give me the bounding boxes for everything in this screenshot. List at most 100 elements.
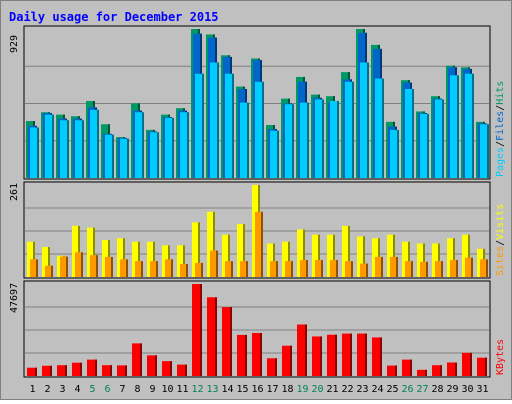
legend-visits: Visits bbox=[495, 204, 506, 240]
pages-bar-day-11 bbox=[180, 112, 189, 178]
sites-bar-day-14-face bbox=[225, 261, 233, 277]
visits-bar-day-8-shade bbox=[138, 241, 140, 277]
kbytes-bar-day-12-shade bbox=[200, 284, 202, 376]
visits-bar-day-29-face bbox=[447, 238, 455, 277]
kbytes-bar-day-10-shade bbox=[170, 361, 172, 376]
pages-bar-day-2 bbox=[45, 114, 54, 178]
sites-bar-day-11-face bbox=[180, 263, 188, 277]
x-label-day-14: 14 bbox=[221, 384, 233, 395]
kbytes-bar-day-15-face bbox=[237, 334, 247, 376]
sites-bar-day-6-face bbox=[105, 256, 113, 277]
pages-bar-day-31-shade bbox=[487, 124, 489, 178]
visits-bar-day-20 bbox=[312, 234, 320, 277]
kbytes-bar-day-28-face bbox=[432, 365, 442, 376]
x-label-day-15: 15 bbox=[236, 384, 248, 395]
sites-bar-day-16-face bbox=[255, 211, 263, 277]
visits-bar-day-17-face bbox=[267, 243, 275, 277]
kbytes-bar-day-29-shade bbox=[455, 362, 457, 376]
visits-bar-day-26-face bbox=[402, 241, 410, 277]
pages-bar-day-6-face bbox=[105, 134, 114, 178]
visits-bar-day-2-shade bbox=[48, 247, 50, 277]
kbytes-bar-day-6-face bbox=[102, 365, 112, 376]
sites-bar-day-30-face bbox=[465, 257, 473, 277]
x-label-day-23: 23 bbox=[356, 384, 368, 395]
sites-bar-day-7-shade bbox=[126, 259, 128, 277]
visits-bar-day-19-shade bbox=[303, 229, 305, 277]
pages-bar-day-6 bbox=[105, 134, 114, 178]
kbytes-bar-day-18 bbox=[282, 345, 292, 376]
pages-bar-day-11-face bbox=[180, 112, 189, 178]
x-label-day-7: 7 bbox=[119, 384, 125, 395]
pages-bar-day-30-shade bbox=[472, 73, 474, 178]
sites-bar-day-4 bbox=[75, 252, 83, 277]
kbytes-bar-day-11-face bbox=[177, 364, 187, 376]
legend-sep-1: / bbox=[495, 141, 506, 147]
sites-bar-day-5 bbox=[90, 255, 98, 277]
visits-bar-day-25-face bbox=[387, 234, 395, 277]
x-label-day-20: 20 bbox=[311, 384, 323, 395]
pages-bar-day-25 bbox=[390, 129, 399, 178]
pages-bar-day-1 bbox=[30, 127, 39, 178]
kbytes-bar-day-1 bbox=[27, 367, 37, 376]
sites-bar-day-17-shade bbox=[276, 261, 278, 277]
visits-bar-day-22 bbox=[342, 225, 350, 277]
kbytes-bar-day-8-face bbox=[132, 343, 142, 376]
visits-bar-day-14 bbox=[222, 234, 230, 277]
pages-bar-day-13-shade bbox=[217, 62, 219, 178]
pages-bar-day-10-face bbox=[165, 117, 174, 178]
pages-bar-day-20 bbox=[315, 99, 324, 178]
sites-bar-day-19-face bbox=[300, 260, 308, 277]
kbytes-bar-day-26-face bbox=[402, 359, 412, 376]
sites-bar-day-18-shade bbox=[291, 261, 293, 277]
pages-bar-day-8-shade bbox=[142, 112, 144, 178]
x-label-day-2: 2 bbox=[44, 384, 50, 395]
visits-bar-day-27 bbox=[417, 243, 425, 277]
x-label-day-21: 21 bbox=[326, 384, 338, 395]
visits-bar-day-4-face bbox=[72, 225, 80, 277]
kbytes-bar-day-9 bbox=[147, 355, 157, 376]
kbytes-bar-day-31 bbox=[477, 357, 487, 376]
kbytes-bar-day-7-face bbox=[117, 365, 127, 376]
kbytes-bar-day-19 bbox=[297, 324, 307, 376]
visits-bar-day-9 bbox=[147, 241, 155, 277]
kbytes-bar-day-13 bbox=[207, 297, 217, 376]
pages-bar-day-23-face bbox=[360, 62, 369, 178]
pages-bar-day-28 bbox=[435, 99, 444, 178]
kbytes-bar-day-2 bbox=[42, 365, 52, 376]
sites-bar-day-13 bbox=[210, 250, 218, 277]
pages-bar-day-16-face bbox=[255, 81, 264, 178]
pages-bar-day-17 bbox=[270, 130, 279, 178]
kbytes-bar-day-27-face bbox=[417, 369, 427, 376]
pages-bar-day-24-shade bbox=[382, 78, 384, 178]
visits-bar-day-21-face bbox=[327, 234, 335, 277]
kbytes-bar-day-13-shade bbox=[215, 297, 217, 376]
visits-bar-day-7-shade bbox=[123, 238, 125, 277]
visits-bar-day-12-face bbox=[192, 222, 200, 277]
visits-bar-day-8-face bbox=[132, 241, 140, 277]
kbytes-bar-day-30-face bbox=[462, 352, 472, 376]
x-label-day-13: 13 bbox=[206, 384, 218, 395]
sites-bar-day-28-shade bbox=[441, 261, 443, 277]
kbytes-bar-day-3 bbox=[57, 365, 67, 376]
pages-bar-day-29-face bbox=[450, 75, 459, 178]
kbytes-bar-day-9-shade bbox=[155, 355, 157, 376]
pages-bar-day-12-face bbox=[195, 73, 204, 178]
kbytes-bar-day-21-face bbox=[327, 334, 337, 376]
pages-bar-day-30 bbox=[465, 73, 474, 178]
kbytes-bar-day-1-shade bbox=[35, 367, 37, 376]
pages-bar-day-31 bbox=[480, 124, 489, 178]
bars bbox=[26, 29, 489, 376]
kbytes-bar-day-6-shade bbox=[110, 365, 112, 376]
pages-bar-day-14-face bbox=[225, 73, 234, 178]
kbytes-bar-day-18-shade bbox=[290, 345, 292, 376]
pages-bar-day-25-shade bbox=[397, 129, 399, 178]
sites-bar-day-19-shade bbox=[306, 260, 308, 277]
visits-bar-day-15-face bbox=[237, 224, 245, 277]
kbytes-bar-day-1-face bbox=[27, 367, 37, 376]
sites-bar-day-9-shade bbox=[156, 261, 158, 277]
kbytes-bar-day-26 bbox=[402, 359, 412, 376]
visits-bar-day-19-face bbox=[297, 229, 305, 277]
pages-bar-day-28-face bbox=[435, 99, 444, 178]
x-label-day-25: 25 bbox=[386, 384, 398, 395]
